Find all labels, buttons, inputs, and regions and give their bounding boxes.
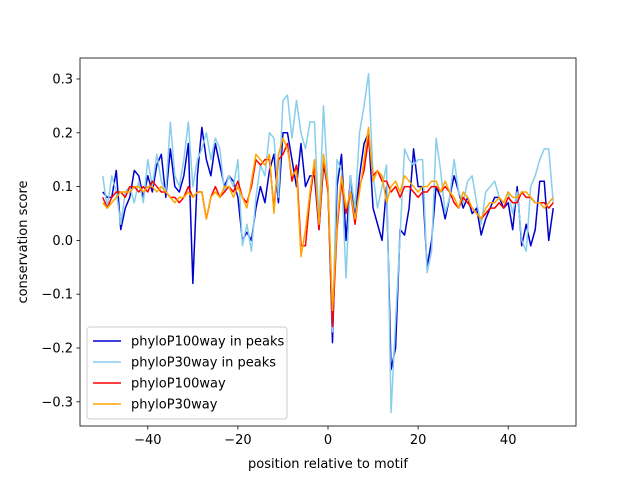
y-tick-label: 0.2 xyxy=(52,126,73,141)
legend-label: phyloP100way xyxy=(131,377,226,392)
legend-label: phyloP100way in peaks xyxy=(131,335,285,350)
y-tick-label: −0.2 xyxy=(41,341,73,356)
x-tick-label: −40 xyxy=(134,433,161,448)
legend-label: phyloP30way in peaks xyxy=(131,356,276,371)
x-tick-label: 20 xyxy=(410,433,427,448)
legend-box xyxy=(86,326,288,420)
y-tick-label: 0.0 xyxy=(52,234,73,249)
y-tick-label: −0.1 xyxy=(41,288,73,303)
y-tick-label: −0.3 xyxy=(41,395,73,410)
x-tick-label: 40 xyxy=(500,433,517,448)
y-tick-label: 0.3 xyxy=(52,72,73,87)
legend-label: phyloP30way xyxy=(131,398,218,413)
x-tick-label: 0 xyxy=(324,433,332,448)
x-axis-label: position relative to motif xyxy=(248,457,408,472)
x-tick-label: −20 xyxy=(224,433,251,448)
data-line xyxy=(102,126,554,312)
y-axis-label: conservation score xyxy=(16,180,31,303)
y-tick-label: 0.1 xyxy=(52,180,73,195)
